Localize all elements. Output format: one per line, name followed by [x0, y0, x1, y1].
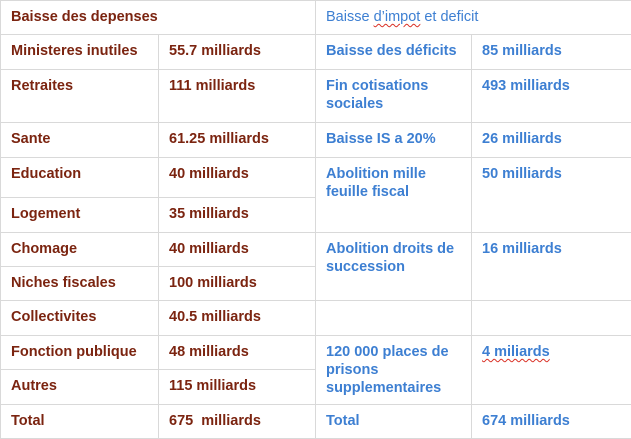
impots-header-word1: Baisse — [326, 9, 370, 25]
depenses-header: Baisse des depenses — [0, 0, 317, 36]
depense-value: 55.7 milliards — [157, 34, 317, 70]
table-row: Logement 35 milliards — [0, 197, 631, 233]
depense-value: 48 milliards — [157, 334, 317, 371]
impot-value: 493 milliards — [471, 68, 631, 124]
depense-label: Fonction publique — [0, 334, 159, 371]
impots-header-word2: d’impot — [373, 9, 421, 25]
depense-label: Collectivites — [0, 300, 159, 336]
depense-label: Autres — [0, 369, 159, 405]
table-row: Collectivites 40.5 milliards — [0, 300, 631, 336]
depense-value: 111 milliards — [157, 68, 317, 124]
total-row: Total 675 milliards Total 674 milliards — [0, 403, 631, 439]
depense-label: Niches fiscales — [0, 266, 159, 302]
depense-value: 61.25 milliards — [157, 122, 317, 158]
depense-value: 115 milliards — [157, 369, 317, 405]
impots-header: Baisse d’impot et deficit — [315, 0, 631, 36]
depense-value: 40 milliards — [157, 156, 317, 199]
table-row: Fonction publique 48 milliards 120 000 p… — [0, 334, 631, 405]
header-row: Baisse des depenses Baisse d’impot et de… — [0, 0, 631, 36]
impot-value: 16 milliards — [471, 231, 631, 302]
depense-value: 40.5 milliards — [157, 300, 317, 336]
total-value-left: 675 milliards — [157, 403, 317, 439]
total-label-left: Total — [0, 403, 159, 439]
impot-label: Abolition droits de succession — [315, 231, 473, 302]
table-row: Retraites 111 milliards Fin cotisations … — [0, 68, 631, 124]
impots-header-word3: et deficit — [424, 9, 479, 25]
table-row: Education 40 milliards Abolition mille f… — [0, 156, 631, 233]
depense-label: Logement — [0, 197, 159, 233]
impot-label: 120 000 places de prisons supplementaire… — [315, 334, 473, 405]
depense-label: Retraites — [0, 68, 159, 124]
impot-label: Baisse des déficits — [315, 34, 473, 70]
impot-value: 4 miliards — [471, 334, 631, 405]
impot-label: Fin cotisations sociales — [315, 68, 473, 124]
table-row: Niches fiscales 100 milliards — [0, 266, 631, 302]
total-label-right: Total — [315, 403, 473, 439]
depense-label: Ministeres inutiles — [0, 34, 159, 70]
empty-cell — [315, 300, 473, 336]
depense-value: 100 milliards — [157, 266, 317, 302]
table-row: Chomage 40 milliards Abolition droits de… — [0, 231, 631, 302]
depense-value: 40 milliards — [157, 231, 317, 268]
impot-value: 85 milliards — [471, 34, 631, 70]
impot-label: Abolition mille feuille fiscal — [315, 156, 473, 233]
impot-value: 50 milliards — [471, 156, 631, 233]
depense-label: Sante — [0, 122, 159, 158]
impot-value: 26 milliards — [471, 122, 631, 158]
table-row: Autres 115 milliards — [0, 369, 631, 405]
impot-value-text: 4 miliards — [482, 343, 550, 360]
total-value-right: 674 milliards — [471, 403, 631, 439]
table-row: Sante 61.25 milliards Baisse IS a 20% 26… — [0, 122, 631, 158]
depense-label: Education — [0, 156, 159, 199]
impot-label: Baisse IS a 20% — [315, 122, 473, 158]
depense-value: 35 milliards — [157, 197, 317, 233]
table-row: Ministeres inutiles 55.7 milliards Baiss… — [0, 34, 631, 70]
empty-cell — [471, 300, 631, 336]
depense-label: Chomage — [0, 231, 159, 268]
